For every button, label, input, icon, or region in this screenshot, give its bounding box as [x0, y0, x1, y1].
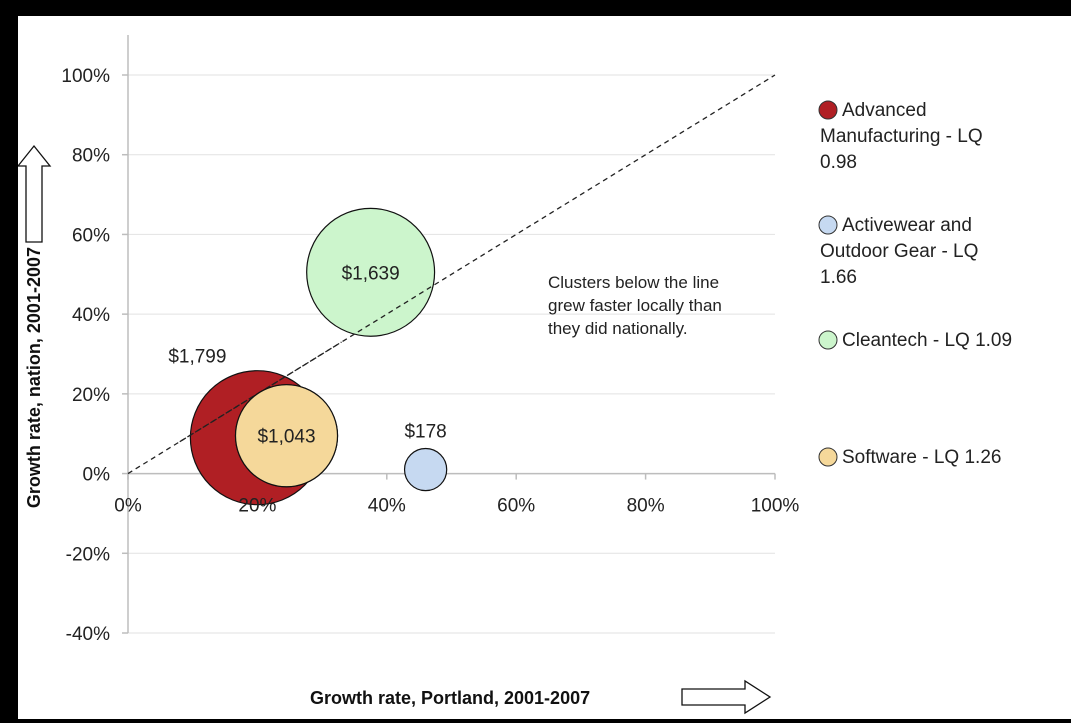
y-tick-label: 100%	[61, 66, 110, 87]
x-tick-label: 60%	[497, 496, 535, 517]
y-tick-label: -40%	[66, 624, 110, 645]
legend-swatch	[818, 447, 838, 467]
legend-label: Manufacturing - LQ	[820, 126, 983, 147]
legend-item: Cleantech - LQ 1.09	[818, 330, 1012, 351]
bubble-178	[403, 447, 448, 492]
bubble-label-1043: $1,043	[257, 427, 315, 448]
legend-label: Cleantech - LQ 1.09	[842, 330, 1012, 351]
x-axis-title: Growth rate, Portland, 2001-2007	[310, 688, 590, 708]
y-axis-title: Growth rate, nation, 2001-2007	[24, 247, 44, 508]
annotation-line: Clusters below the line	[548, 273, 719, 292]
y-tick-label: 80%	[72, 146, 110, 167]
y-tick-label: 40%	[72, 305, 110, 326]
x-tick-label: 40%	[368, 496, 406, 517]
legend-swatch	[818, 100, 838, 120]
x-tick-label: 100%	[751, 496, 800, 517]
bubble-label-178: $178	[404, 422, 446, 443]
legend-item: Software - LQ 1.26	[818, 447, 1001, 468]
legend-label: 0.98	[820, 152, 857, 173]
legend-label: Advanced	[842, 100, 927, 121]
bubble-chart: Growth rate, Portland, 2001-2007 Growth r…	[18, 35, 1012, 715]
legend-label: 1.66	[820, 267, 857, 288]
bubble-1639	[306, 207, 436, 337]
annotation-line: they did nationally.	[548, 319, 688, 338]
y-tick-label: 0%	[83, 465, 111, 486]
x-tick-label: 80%	[627, 496, 665, 517]
annotation-line: grew faster locally than	[548, 296, 722, 315]
bubble-label-1799: $1,799	[168, 347, 226, 368]
bubble-label-1639: $1,639	[342, 263, 400, 284]
y-tick-label: -20%	[66, 544, 110, 565]
legend-label: Activewear and	[842, 215, 972, 236]
x-axis-arrow-icon	[681, 679, 772, 715]
bubble-software-top	[234, 384, 339, 488]
y-tick-label: 60%	[72, 225, 110, 246]
x-tick-label: 0%	[114, 496, 142, 517]
legend-swatch	[818, 330, 838, 350]
legend-swatch	[818, 215, 838, 235]
chart-frame: Growth rate, Portland, 2001-2007 Growth r…	[18, 16, 1071, 719]
bubble-labels: $1,799 $178 $1,639 $1,043	[168, 263, 446, 447]
y-tick-label: 20%	[72, 385, 110, 406]
y-axis-arrow-icon	[18, 144, 52, 243]
legend-label: Software - LQ 1.26	[842, 447, 1001, 468]
legend-label: Outdoor Gear - LQ	[820, 241, 978, 262]
legend-item: Advanced Manufacturing - LQ 0.98	[818, 100, 983, 173]
legend-item: Activewear and Outdoor Gear - LQ 1.66	[818, 215, 978, 288]
x-tick-label: 20%	[238, 496, 276, 517]
